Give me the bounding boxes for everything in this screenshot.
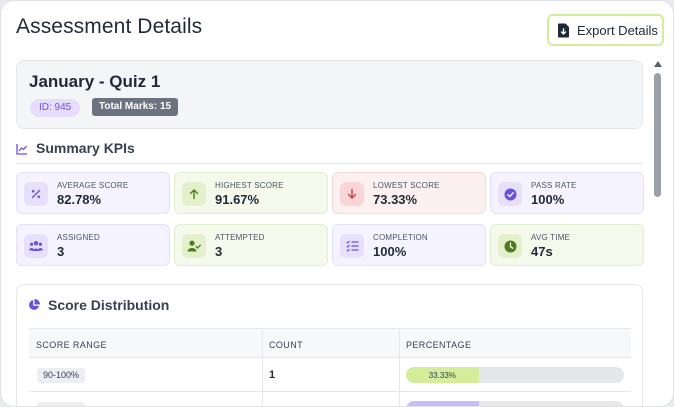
column-divider [262,359,263,392]
column-divider [262,393,263,406]
table-header: SCORE RANGE COUNT PERCENTAGE [29,328,631,359]
checklist-icon [340,234,364,258]
arrow-up-icon [182,182,206,206]
kpi-label: ASSIGNED [57,233,100,242]
kpi-assigned: ASSIGNED 3 [16,224,170,266]
kpi-value: 100% [531,192,565,207]
kpi-label: COMPLETION [373,233,428,242]
kpi-value: 3 [215,244,223,259]
summary-kpis-title: Summary KPIs [36,140,135,156]
kpi-value: 82.78% [57,192,102,207]
kpi-attempted: ATTEMPTED 3 [174,224,328,266]
arrow-down-icon [340,182,364,206]
user-check-icon [182,234,206,258]
scrollbar-thumb[interactable] [654,73,661,197]
page-title: Assessment Details [16,15,203,38]
kpi-label: AVERAGE SCORE [57,181,129,190]
kpi-avg-time: AVG TIME 47s [490,224,644,266]
kpi-value: 73.33% [373,192,418,207]
column-header-score-range: SCORE RANGE [36,340,107,350]
kpi-value: 91.67% [215,192,260,207]
line-chart-icon [16,142,28,160]
score-distribution-header: Score Distribution [28,297,169,313]
score-range-pill: 90-100% [37,368,86,383]
score-range-pill [37,402,85,406]
kpi-label: ATTEMPTED [215,233,265,242]
table-row [29,393,631,406]
kpi-label: LOWEST SCORE [373,181,440,190]
pie-chart-icon [28,299,40,311]
export-details-button[interactable]: Export Details [547,14,664,46]
score-distribution-title: Score Distribution [48,297,170,313]
percentage-bar-track [406,401,624,406]
kpi-completion: COMPLETION 100% [332,224,486,266]
kpi-label: AVG TIME [531,233,571,242]
table-row: 90-100% 1 33.33% [29,359,631,392]
column-divider [399,329,400,359]
column-header-percentage: PERCENTAGE [406,340,472,350]
quiz-summary-card: January - Quiz 1 ID: 945 Total Marks: 15 [16,60,643,129]
percentage-bar-fill [406,401,479,406]
column-divider [399,359,400,392]
clock-icon [498,234,522,258]
count-value: 1 [269,369,276,381]
scroll-up-arrow-icon[interactable] [654,61,662,67]
export-details-label: Export Details [577,22,658,38]
file-download-icon [557,23,570,38]
kpi-average-score: AVERAGE SCORE 82.78% [16,172,170,214]
users-icon [24,234,48,258]
check-circle-icon [498,182,522,206]
vertical-scrollbar[interactable] [653,61,663,401]
kpi-label: HIGHEST SCORE [215,181,284,190]
kpi-value: 3 [57,244,65,259]
quiz-title: January - Quiz 1 [29,72,161,91]
percentage-bar-fill: 33.33% [406,367,479,383]
column-divider [399,393,400,406]
kpi-value: 47s [531,244,553,259]
percent-icon [24,182,48,206]
column-divider [262,329,263,359]
kpi-highest-score: HIGHEST SCORE 91.67% [174,172,328,214]
quiz-id-badge: ID: 945 [30,99,81,117]
kpi-label: PASS RATE [531,181,577,190]
column-header-count: COUNT [269,340,303,350]
kpi-value: 100% [373,244,407,259]
summary-kpis-header: Summary KPIs [16,140,643,164]
score-distribution-card: Score Distribution SCORE RANGE COUNT PER… [16,284,643,406]
total-marks-badge: Total Marks: 15 [92,98,179,116]
kpi-lowest-score: LOWEST SCORE 73.33% [332,172,486,214]
percentage-bar-track: 33.33% [406,367,624,383]
kpi-pass-rate: PASS RATE 100% [490,172,644,214]
